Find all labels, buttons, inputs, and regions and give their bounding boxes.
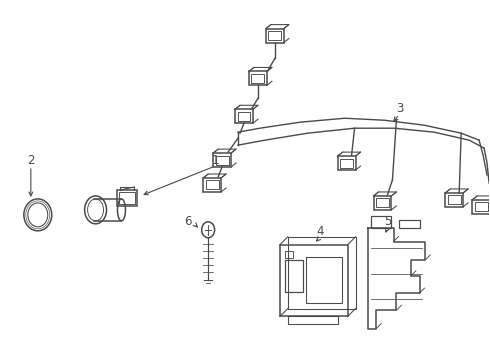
Text: 2: 2 [27,154,35,167]
Bar [269,31,281,40]
Bar [399,220,419,228]
Text: 3: 3 [396,102,403,115]
Bar [266,28,284,42]
Bar [285,251,293,258]
Bar [373,196,392,210]
Bar [475,202,488,211]
Bar [370,216,391,228]
Bar [376,198,389,207]
Bar [285,260,303,292]
Bar [280,245,347,316]
Text: 1: 1 [211,154,219,167]
Bar [203,178,221,192]
Bar [213,153,231,167]
Bar [120,192,135,204]
Bar [288,237,356,309]
Bar [445,193,463,207]
Bar [235,109,253,123]
Text: 4: 4 [316,225,323,238]
Bar [340,159,353,167]
Bar [118,190,137,206]
Bar [306,257,342,302]
Text: 5: 5 [384,215,391,228]
Bar [288,316,338,324]
Bar [238,112,250,121]
Text: 6: 6 [184,215,192,228]
Bar [448,195,461,204]
Bar [249,71,267,85]
Bar [338,156,356,170]
Bar [251,74,265,83]
Bar [206,180,219,189]
Bar [472,200,490,214]
Bar [216,156,228,165]
